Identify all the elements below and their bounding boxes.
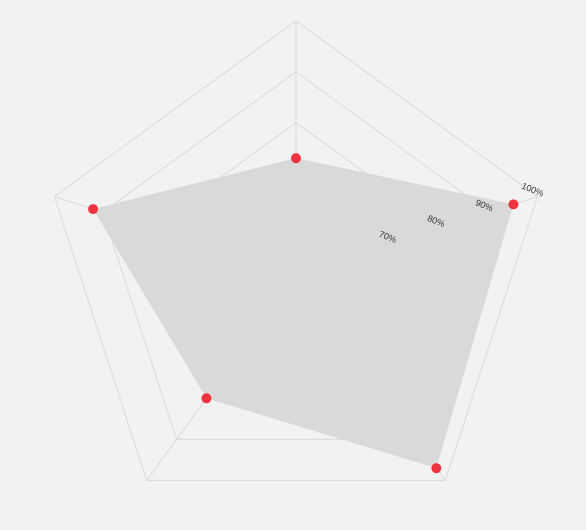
data-point[interactable] — [88, 204, 99, 215]
data-point[interactable] — [201, 393, 212, 404]
series-points-layer — [88, 153, 519, 474]
data-point[interactable] — [431, 463, 442, 474]
grid-ring-90 — [102, 71, 490, 440]
grid-ring-100 — [53, 20, 539, 482]
series-area-layer — [93, 158, 514, 469]
data-point[interactable] — [291, 153, 301, 164]
data-point[interactable] — [508, 199, 519, 210]
series-area — [93, 158, 514, 469]
tick-label: 100% — [520, 181, 545, 199]
